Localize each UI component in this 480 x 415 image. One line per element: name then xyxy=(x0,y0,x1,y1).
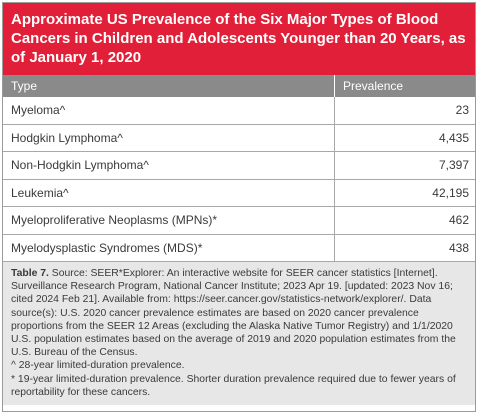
table-row: Myeloma^ 23 xyxy=(3,97,475,124)
header-prevalence: Prevalence xyxy=(334,75,475,97)
source-text: Source: SEER*Explorer: An interactive we… xyxy=(11,268,456,359)
table-notes: Table 7. Source: SEER*Explorer: An inter… xyxy=(3,261,475,406)
table-row: Leukemia^ 42,195 xyxy=(3,178,475,207)
row-type: Hodgkin Lymphoma^ xyxy=(3,123,335,152)
row-prevalence: 4,435 xyxy=(334,123,475,152)
asterisk-footnote: * 19-year limited-duration prevalence. S… xyxy=(11,373,456,398)
header-type: Type xyxy=(11,79,38,93)
table-card: Approximate US Prevalence of the Six Maj… xyxy=(2,2,476,412)
table-row: Myelodysplastic Syndromes (MDS)* 438 xyxy=(3,233,475,261)
prevalence-table: Type Prevalence Myeloma^ 23 Hodgkin Lymp… xyxy=(3,75,475,261)
row-prevalence: 462 xyxy=(334,206,475,234)
table-row: Non-Hodgkin Lymphoma^ 7,397 xyxy=(3,151,475,179)
table-header-row: Type Prevalence xyxy=(3,75,475,97)
caret-footnote: ^ 28-year limited-duration prevalence. xyxy=(11,360,185,372)
table-title: Approximate US Prevalence of the Six Maj… xyxy=(11,11,466,66)
table-label: Table 7. xyxy=(11,268,49,279)
table-row: Myeloproliferative Neoplasms (MPNs)* 462 xyxy=(3,206,475,234)
row-prevalence: 42,195 xyxy=(334,178,475,207)
row-type: Myeloproliferative Neoplasms (MPNs)* xyxy=(3,206,335,234)
row-type: Non-Hodgkin Lymphoma^ xyxy=(3,151,335,179)
row-prevalence: 7,397 xyxy=(334,151,475,179)
row-prevalence: 438 xyxy=(334,233,475,261)
title-bar: Approximate US Prevalence of the Six Maj… xyxy=(3,3,475,75)
table-row: Hodgkin Lymphoma^ 4,435 xyxy=(3,123,475,152)
source-note: Table 7. Source: SEER*Explorer: An inter… xyxy=(11,267,467,359)
row-type: Leukemia^ xyxy=(3,178,335,207)
row-prevalence: 23 xyxy=(334,97,475,124)
row-type: Myeloma^ xyxy=(11,103,66,118)
row-type: Myelodysplastic Syndromes (MDS)* xyxy=(3,233,335,261)
